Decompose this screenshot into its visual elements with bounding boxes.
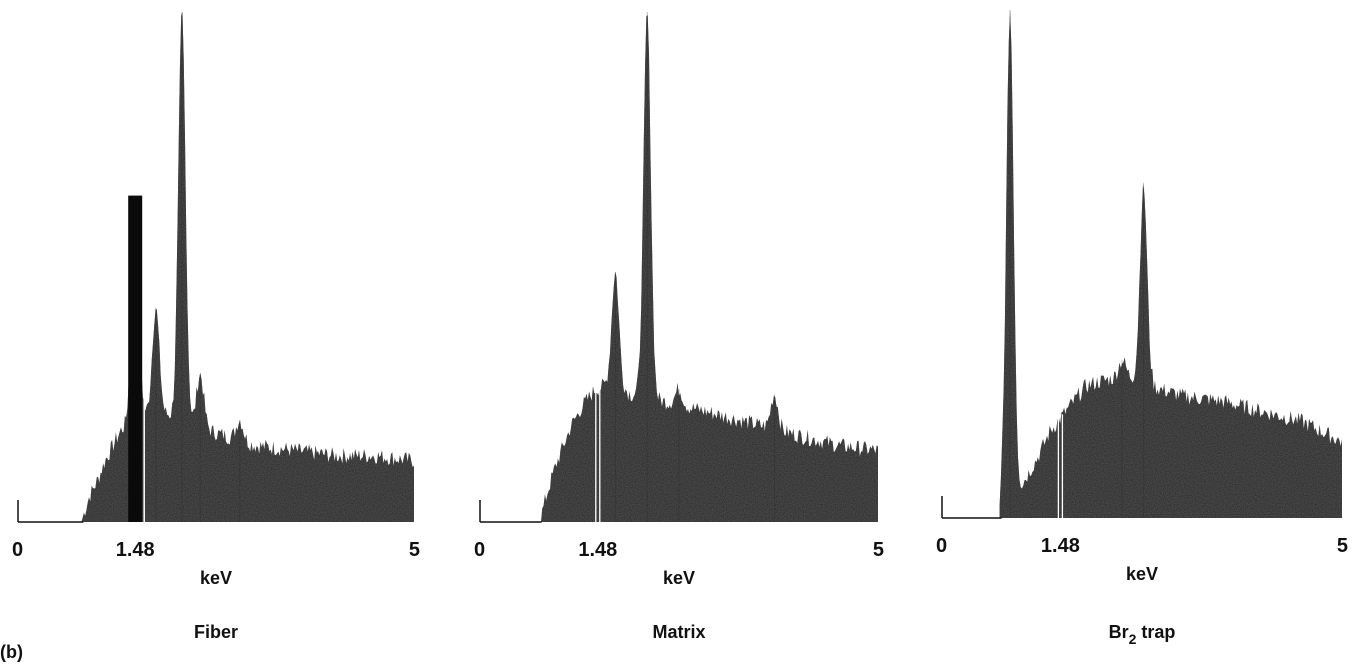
spectrum-area: [999, 10, 1342, 519]
spectrum-panel-2: 0 1.48 5 keV Matrix: [474, 12, 884, 642]
x-tick-label: 0: [936, 535, 947, 557]
x-axis-title: keV: [663, 568, 695, 588]
spectrum-area: [539, 15, 878, 523]
spectrum-area: [81, 11, 415, 523]
x-tick-label: 5: [873, 539, 884, 561]
figure-panel-label: (b): [0, 642, 23, 662]
x-tick-label: 0: [474, 539, 485, 561]
panel-name: Br2 trap: [1109, 622, 1176, 647]
x-tick-label: 5: [409, 539, 420, 561]
x-tick-label: 5: [1337, 535, 1348, 557]
panel-name: Matrix: [652, 622, 705, 642]
x-axis-title: keV: [1126, 564, 1158, 584]
x-tick-label: 0: [12, 539, 23, 561]
spectrum-panel-1: 0 1.48 5 keV Fiber: [12, 11, 420, 642]
x-tick-label: 1.48: [116, 539, 155, 561]
x-tick-label: 1.48: [1041, 535, 1080, 557]
spectrum-panel-3: 0 1.48 5 keV Br2 trap: [936, 10, 1348, 647]
marker-window-1-48: [128, 195, 143, 522]
panel-name: Fiber: [194, 622, 238, 642]
x-tick-label: 1.48: [578, 539, 617, 561]
x-axis-title: keV: [200, 568, 232, 588]
